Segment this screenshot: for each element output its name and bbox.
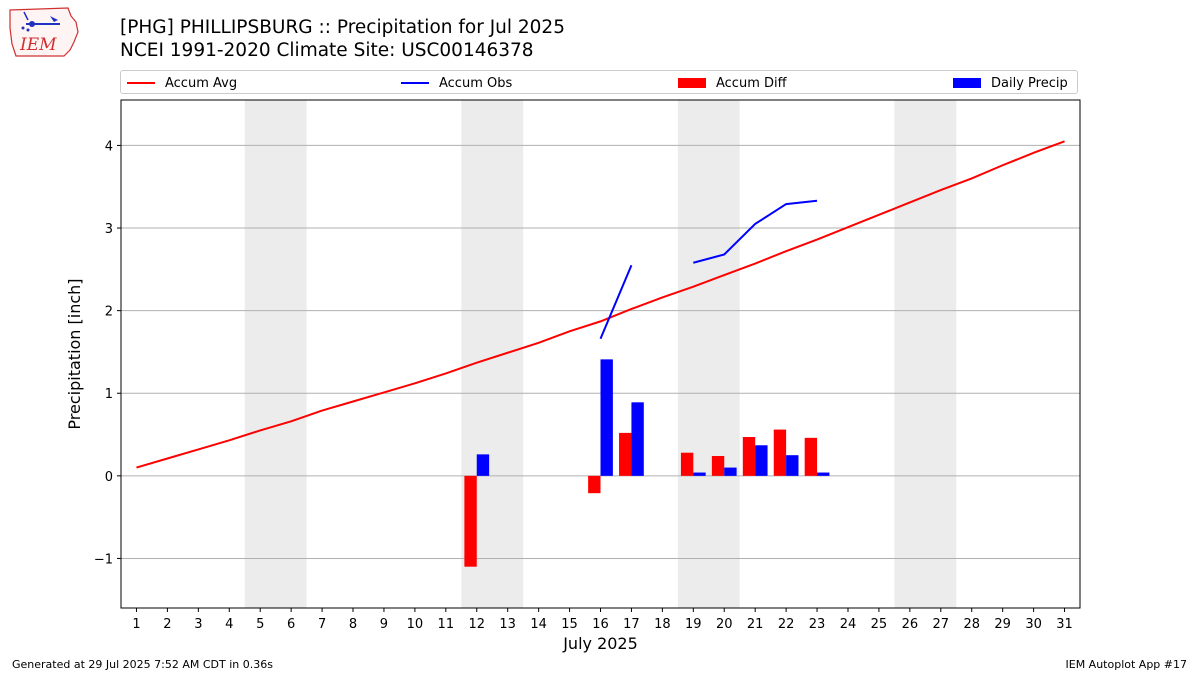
x-tick-label: 8: [349, 617, 357, 632]
accum-diff-bar: [773, 429, 787, 476]
legend-item-accum-avg: Accum Avg: [127, 71, 237, 95]
accum-obs-line: [599, 264, 633, 340]
x-tick-label: 25: [871, 617, 888, 632]
x-tick-label: 26: [902, 617, 919, 632]
y-axis-ticks: −1 0 1 2 3 4: [94, 139, 121, 567]
weekend-band: [244, 100, 307, 608]
accum-avg-line: [136, 140, 1065, 469]
legend-label-accum-obs: Accum Obs: [439, 75, 513, 91]
legend-item-accum-diff: Accum Diff: [678, 71, 787, 95]
bar-marks: [464, 359, 830, 567]
accum-obs-line: [693, 199, 818, 264]
x-tick-label: 10: [407, 617, 424, 632]
weekend-band: [677, 100, 740, 608]
x-tick-label: 11: [438, 617, 455, 632]
legend-swatch-accum-avg: [127, 82, 155, 84]
x-tick-label: 12: [468, 617, 485, 632]
accum-diff-bar: [742, 437, 756, 476]
accum-diff-bar: [464, 475, 477, 567]
chart-title: [PHG] PHILLIPSBURG :: Precipitation for …: [120, 17, 565, 38]
x-tick-label: 19: [685, 617, 702, 632]
chart-subtitle: NCEI 1991-2020 Climate Site: USC00146378: [120, 40, 534, 61]
legend-label-accum-avg: Accum Avg: [165, 75, 238, 91]
x-tick-label: 3: [194, 617, 202, 632]
x-tick-label: 20: [716, 617, 733, 632]
daily-precip-bar: [724, 467, 737, 476]
weekend-band: [894, 100, 957, 608]
x-tick-label: 31: [1056, 617, 1073, 632]
x-tick-label: 13: [499, 617, 516, 632]
weekend-bands: [244, 100, 957, 608]
accum-diff-bar: [619, 432, 632, 476]
x-tick-label: 15: [561, 617, 578, 632]
y-tick-label: 2: [105, 305, 113, 320]
x-tick-label: 16: [592, 617, 609, 632]
y-tick-label: −1: [94, 552, 113, 567]
x-tick-label: 18: [654, 617, 671, 632]
legend-label-accum-diff: Accum Diff: [716, 75, 787, 91]
daily-precip-bar: [755, 445, 768, 476]
iem-logo: IEM: [8, 6, 80, 58]
y-tick-label: 3: [105, 222, 113, 237]
accum-diff-bar: [804, 437, 818, 476]
daily-precip-bar: [631, 402, 644, 476]
y-tick-label: 0: [105, 470, 113, 485]
accum-diff-bar: [588, 475, 601, 494]
x-tick-label: 4: [225, 617, 233, 632]
legend: Accum Avg Accum Obs Accum Diff Daily Pre…: [120, 70, 1078, 94]
x-tick-label: 29: [994, 617, 1011, 632]
accum-diff-bar: [680, 452, 694, 476]
x-tick-label: 17: [623, 617, 640, 632]
logo-text: IEM: [19, 35, 57, 55]
x-tick-label: 14: [530, 617, 547, 632]
x-tick-label: 6: [287, 617, 295, 632]
x-tick-label: 22: [778, 617, 795, 632]
x-tick-label: 30: [1025, 617, 1042, 632]
legend-swatch-daily-precip: [953, 78, 981, 88]
legend-item-accum-obs: Accum Obs: [401, 71, 512, 95]
footer-generated: Generated at 29 Jul 2025 7:52 AM CDT in …: [12, 658, 273, 671]
x-tick-label: 24: [840, 617, 857, 632]
legend-label-daily-precip: Daily Precip: [991, 75, 1068, 91]
x-tick-label: 23: [809, 617, 826, 632]
daily-precip-bar: [476, 454, 490, 476]
x-tick-label: 7: [318, 617, 326, 632]
x-axis-label: July 2025: [562, 634, 638, 653]
legend-swatch-accum-diff: [678, 78, 706, 88]
daily-precip-bar: [817, 472, 830, 476]
x-tick-label: 27: [933, 617, 950, 632]
x-tick-label: 2: [163, 617, 171, 632]
legend-item-daily-precip: Daily Precip: [953, 71, 1068, 95]
x-axis-ticks: 1 2 3 4 5 6 7 8 9 10 11 12 13 14 15 16 17 18 19 20 21 22 23 24 2…: [132, 608, 1073, 632]
x-tick-label: 5: [256, 617, 264, 632]
x-tick-label: 28: [963, 617, 980, 632]
footer-app: IEM Autoplot App #17: [1065, 658, 1188, 671]
y-axis-label: Precipitation [inch]: [65, 278, 84, 429]
x-tick-label: 21: [747, 617, 764, 632]
daily-precip-bar: [600, 359, 613, 476]
x-tick-label: 9: [380, 617, 388, 632]
daily-precip-bar: [786, 455, 799, 476]
y-tick-label: 1: [105, 387, 113, 402]
y-tick-label: 4: [105, 139, 113, 154]
accum-diff-bar: [711, 456, 725, 476]
x-tick-label: 1: [132, 617, 140, 632]
legend-swatch-accum-obs: [401, 82, 429, 84]
iem-logo-graphic: IEM: [9, 7, 79, 57]
line-marks: [136, 140, 1065, 469]
daily-precip-bar: [693, 472, 706, 476]
